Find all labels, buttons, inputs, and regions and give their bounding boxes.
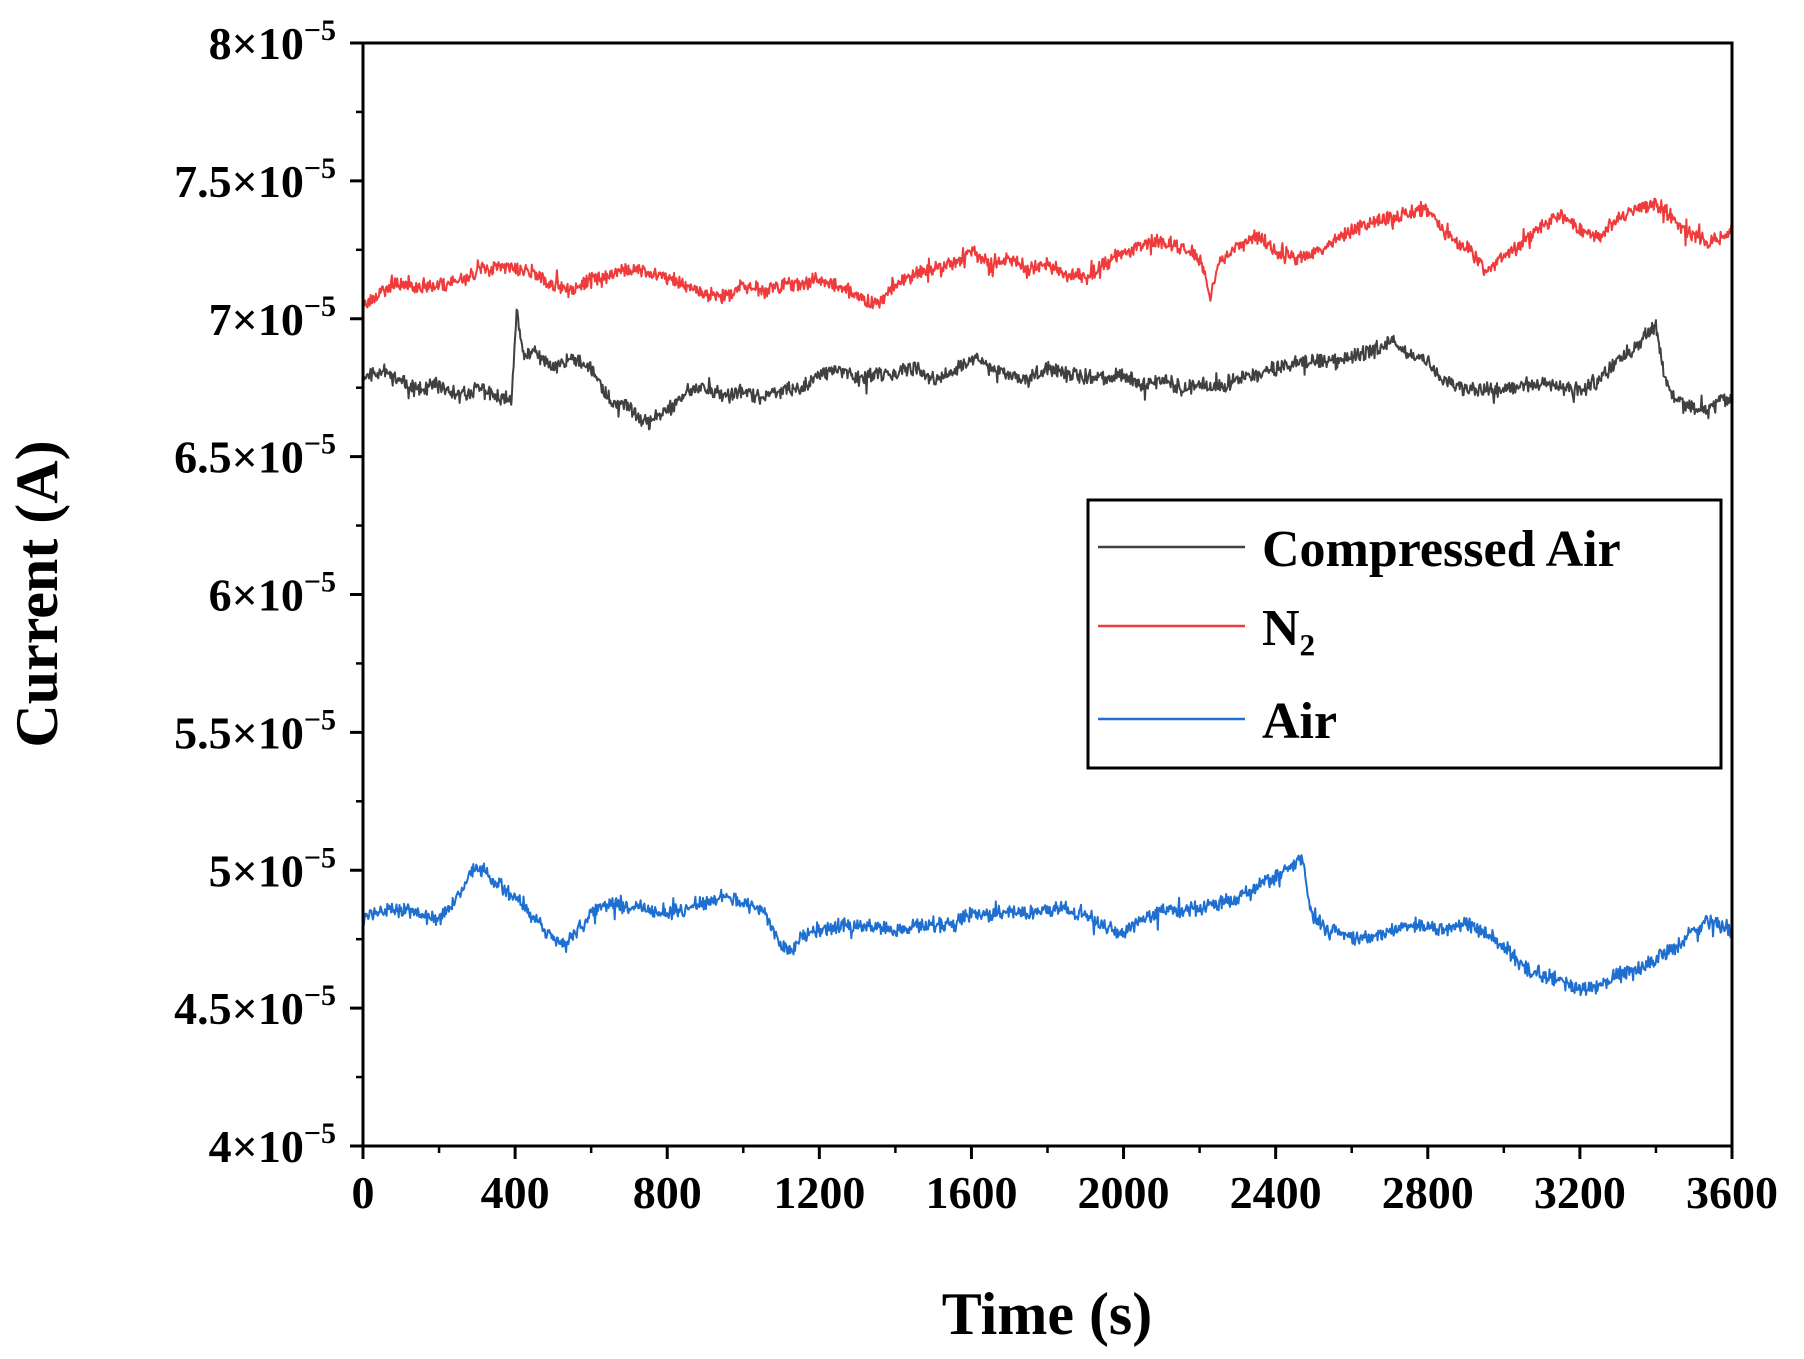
- x-tick-label-400: 400: [481, 1167, 550, 1218]
- y-tick-label-7: 7.5×10−5: [174, 152, 336, 207]
- y-tick-label-4: 6×10−5: [209, 566, 336, 621]
- series-layer: [362, 197, 1733, 997]
- x-tick-label-2800: 2800: [1382, 1167, 1474, 1218]
- x-tick-label-3600: 3600: [1686, 1167, 1778, 1218]
- y-tick-label-3: 5.5×10−5: [174, 703, 336, 758]
- x-axis-title: Time (s): [942, 1281, 1153, 1347]
- x-tick-label-2000: 2000: [1078, 1167, 1170, 1218]
- legend: Compressed Air N₂ Air: [1086, 498, 1723, 770]
- series-line-compressed-air: [362, 308, 1733, 431]
- x-tick-label-0: 0: [352, 1167, 375, 1218]
- x-tick-label-2400: 2400: [1230, 1167, 1322, 1218]
- y-tick-label-0: 4×10−5: [209, 1117, 336, 1172]
- x-tick-label-1600: 1600: [925, 1167, 1017, 1218]
- y-tick-label-5: 6.5×10−5: [174, 428, 336, 483]
- y-tick-label-2: 5×10−5: [209, 841, 336, 896]
- axis-layer: 0 400 800 1200 1600 2000 2400 2800 3200 3600 4×10−…: [174, 14, 1778, 1218]
- x-tick-label-800: 800: [633, 1167, 702, 1218]
- y-tick-label-6: 7×10−5: [209, 290, 336, 345]
- x-tick-label-1200: 1200: [773, 1167, 865, 1218]
- legend-label-air: Air: [1262, 693, 1337, 750]
- y-axis-title: Current (A): [4, 440, 70, 747]
- series-line-n-: [362, 197, 1733, 310]
- legend-box: [1086, 498, 1723, 770]
- legend-label-compressed-air: Compressed Air: [1262, 521, 1621, 578]
- x-tick-label-3200: 3200: [1534, 1167, 1626, 1218]
- y-tick-label-8: 8×10−5: [209, 14, 336, 69]
- y-tick-label-1: 4.5×10−5: [174, 979, 336, 1034]
- legend-label-n2: N₂: [1262, 600, 1315, 657]
- series-line-air: [362, 854, 1733, 997]
